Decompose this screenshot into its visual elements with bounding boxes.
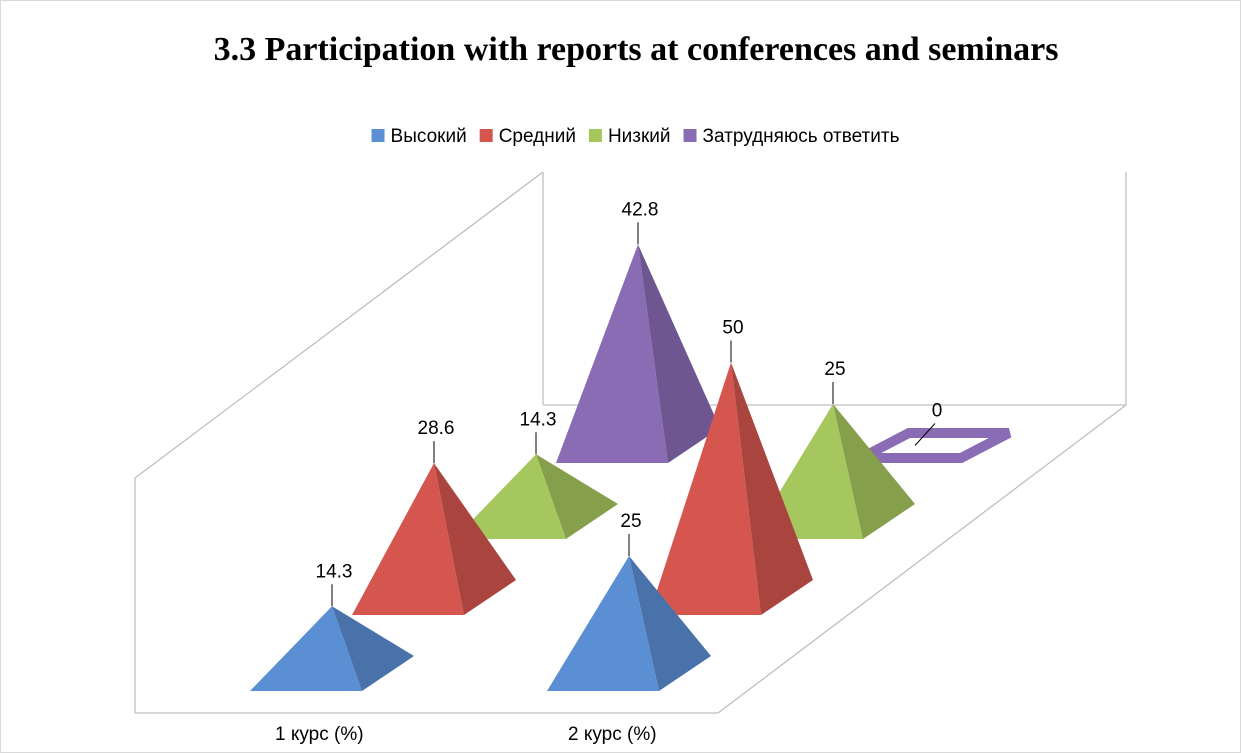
data-label: 14.3	[316, 561, 353, 582]
pyramid: 0	[858, 401, 1012, 463]
legend-swatch	[588, 129, 602, 142]
chart-title: 3.3 Participation with reports at confer…	[214, 31, 1059, 68]
x-tick-label: 1 курс (%)	[275, 724, 364, 745]
data-label: 25	[824, 359, 845, 380]
legend-label: Затрудняюсь ответить	[703, 126, 900, 147]
data-label: 0	[932, 401, 943, 422]
pyramid-front	[454, 454, 566, 539]
pyramid: 50	[649, 318, 813, 615]
data-label: 25	[620, 511, 641, 532]
legend-label: Низкий	[608, 126, 671, 147]
pyramid-front	[556, 244, 668, 463]
leader-line	[914, 423, 936, 446]
pyramid-base	[858, 428, 1012, 463]
legend: Высокий Средний Низкий Затрудняюсь ответить	[371, 126, 900, 147]
pyramid: 28.6	[352, 418, 516, 615]
pyramid-front	[250, 606, 362, 691]
data-label: 50	[722, 318, 743, 339]
pyramid-side	[833, 404, 915, 539]
pyramid-side	[536, 454, 618, 539]
data-label: 42.8	[622, 199, 659, 220]
pyramid-side	[638, 244, 720, 463]
wall-line	[717, 404, 1127, 714]
pyramid-side	[731, 362, 813, 615]
pyramid: 42.8	[556, 199, 720, 463]
pyramid-front	[547, 556, 659, 691]
data-label: 28.6	[418, 418, 455, 439]
pyramid: 14.3	[250, 561, 414, 691]
legend-swatch	[479, 129, 493, 142]
pyramid-side	[332, 606, 414, 691]
legend-label: Высокий	[391, 126, 467, 147]
wall-line	[134, 171, 544, 479]
pyramid-front	[649, 362, 761, 615]
x-tick-label: 2 курс (%)	[568, 724, 657, 745]
legend-swatch	[371, 129, 385, 142]
pyramid: 25	[547, 511, 711, 691]
legend-swatch	[683, 129, 697, 142]
legend-label: Средний	[499, 126, 576, 147]
pyramid-side	[629, 556, 711, 691]
pyramid: 14.3	[454, 409, 618, 539]
pyramid-front	[352, 463, 464, 615]
pyramid-side	[434, 463, 516, 615]
data-label: 14.3	[520, 409, 557, 430]
